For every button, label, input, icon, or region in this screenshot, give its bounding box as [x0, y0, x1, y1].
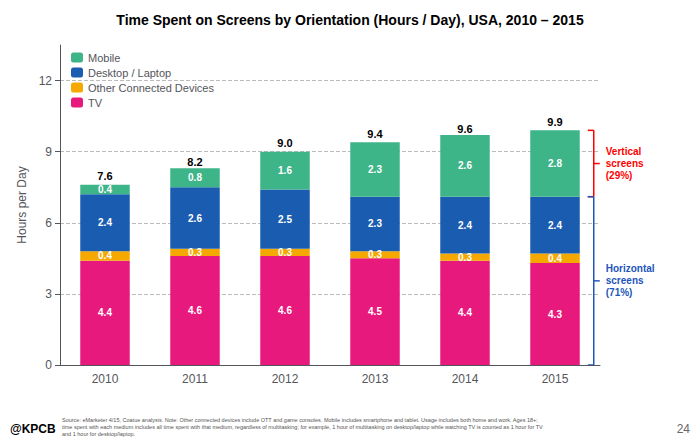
svg-text:time spent with each medium in: time spent with each medium includes all…: [62, 424, 543, 430]
svg-text:2010: 2010: [92, 372, 119, 386]
svg-text:0.4: 0.4: [98, 184, 112, 195]
svg-text:0.4: 0.4: [98, 250, 112, 261]
svg-text:4.3: 4.3: [548, 309, 562, 320]
svg-text:Vertical: Vertical: [606, 146, 642, 157]
svg-text:9.9: 9.9: [547, 116, 562, 128]
svg-text:2.4: 2.4: [98, 217, 112, 228]
svg-text:3: 3: [45, 287, 52, 301]
svg-text:2015: 2015: [542, 372, 569, 386]
svg-text:2.6: 2.6: [188, 213, 202, 224]
svg-text:4.6: 4.6: [278, 305, 292, 316]
svg-text:screens: screens: [606, 275, 644, 286]
svg-text:12: 12: [39, 74, 53, 88]
svg-text:2.5: 2.5: [278, 214, 292, 225]
svg-text:4.5: 4.5: [368, 306, 382, 317]
svg-text:9.0: 9.0: [277, 137, 292, 149]
svg-text:7.6: 7.6: [97, 170, 112, 182]
svg-text:(29%): (29%): [606, 170, 633, 181]
svg-text:2013: 2013: [362, 372, 389, 386]
svg-text:0.8: 0.8: [188, 172, 202, 183]
svg-text:2.6: 2.6: [458, 160, 472, 171]
svg-text:2012: 2012: [272, 372, 299, 386]
svg-text:Desktop / Laptop: Desktop / Laptop: [88, 67, 171, 79]
svg-text:2.3: 2.3: [368, 218, 382, 229]
svg-text:0.3: 0.3: [278, 247, 292, 258]
svg-text:0: 0: [45, 358, 52, 372]
svg-text:Hours per Day: Hours per Day: [15, 166, 29, 243]
svg-text:1.6: 1.6: [278, 165, 292, 176]
svg-text:2.4: 2.4: [458, 220, 472, 231]
svg-text:2014: 2014: [452, 372, 479, 386]
svg-text:Time Spent on Screens by Orien: Time Spent on Screens by Orientation (Ho…: [116, 12, 584, 28]
svg-text:0.4: 0.4: [548, 253, 562, 264]
svg-text:Source: eMarketer 4/15, Coatue: Source: eMarketer 4/15, Coatue analysis.…: [62, 417, 538, 423]
svg-text:and 1 hour for desktop/laptop.: and 1 hour for desktop/laptop.: [62, 431, 136, 437]
svg-text:0.3: 0.3: [188, 247, 202, 258]
svg-text:8.2: 8.2: [187, 156, 202, 168]
svg-text:4.4: 4.4: [98, 307, 112, 318]
svg-text:2.8: 2.8: [548, 158, 562, 169]
svg-text:0.3: 0.3: [458, 252, 472, 263]
svg-text:screens: screens: [606, 158, 644, 169]
svg-text:24: 24: [677, 422, 691, 436]
svg-text:TV: TV: [88, 97, 103, 109]
svg-text:(71%): (71%): [606, 287, 633, 298]
svg-text:4.6: 4.6: [188, 305, 202, 316]
svg-text:2.3: 2.3: [368, 164, 382, 175]
svg-text:6: 6: [45, 216, 52, 230]
svg-text:Horizontal: Horizontal: [606, 263, 655, 274]
svg-text:Other Connected Devices: Other Connected Devices: [88, 82, 214, 94]
svg-text:9.4: 9.4: [367, 128, 383, 140]
svg-text:9: 9: [45, 145, 52, 159]
svg-text:2.4: 2.4: [548, 220, 562, 231]
svg-text:@KPCB: @KPCB: [10, 422, 56, 436]
svg-text:Mobile: Mobile: [88, 52, 120, 64]
svg-text:4.4: 4.4: [458, 307, 472, 318]
svg-text:0.3: 0.3: [368, 249, 382, 260]
svg-text:9.6: 9.6: [457, 123, 472, 135]
svg-text:2011: 2011: [182, 372, 208, 386]
